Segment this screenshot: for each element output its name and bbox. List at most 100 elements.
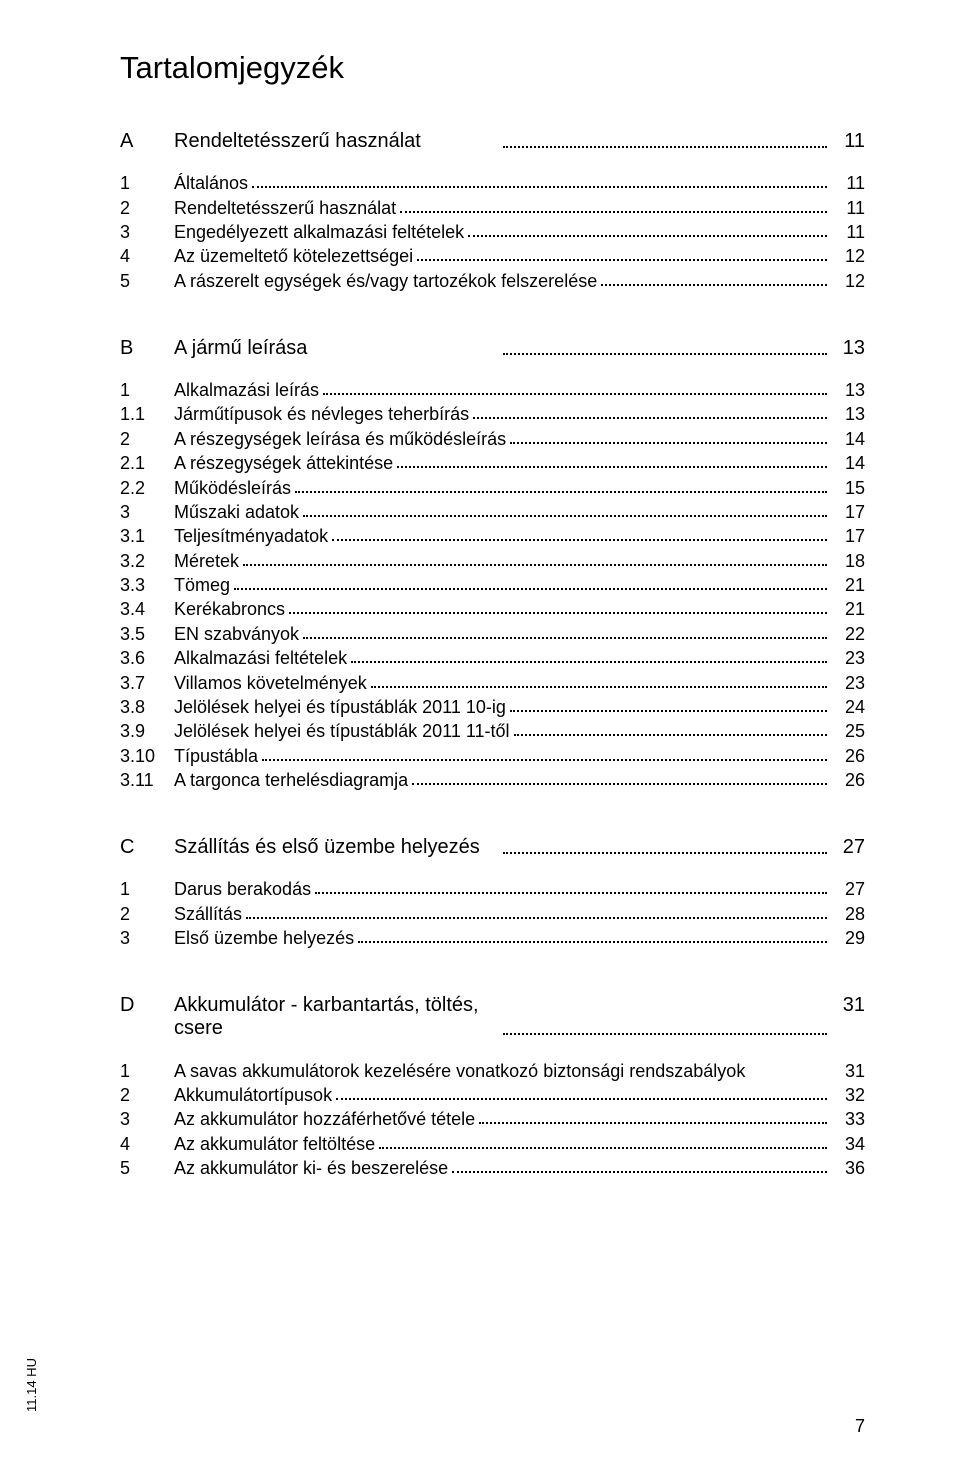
toc-entry-label: Villamos követelmények: [174, 674, 367, 692]
toc-row: 3.4Kerékabroncs21: [120, 597, 865, 621]
toc-row: 4Az üzemeltető kötelezettségei12: [120, 244, 865, 268]
leader-dots: [397, 466, 827, 468]
section-heading: BA jármű leírása13: [120, 337, 865, 360]
toc-entry-page: 11: [831, 199, 865, 217]
toc-entry-number: 4: [120, 1135, 174, 1153]
toc-entry-number: 2: [120, 199, 174, 217]
toc-entry-number: 5: [120, 272, 174, 290]
section-title: Szállítás és első üzembe helyezés: [174, 836, 499, 859]
toc-entry-label: Jelölések helyei és típustáblák 2011 11-…: [174, 722, 510, 740]
section-heading: ARendeltetésszerű használat11: [120, 130, 865, 153]
toc-row: 5A rászerelt egységek és/vagy tartozékok…: [120, 269, 865, 293]
section-letter: C: [120, 836, 174, 859]
side-label: 11.14 HU: [24, 1358, 39, 1412]
toc-entry-page: 14: [831, 454, 865, 472]
toc-row: 3Műszaki adatok17: [120, 500, 865, 524]
toc-row: 3.1Teljesítményadatok17: [120, 524, 865, 548]
toc-entry-page: 24: [831, 698, 865, 716]
leader-dots: [371, 686, 827, 688]
toc-entry-label: A savas akkumulátorok kezelésére vonatko…: [174, 1062, 745, 1080]
leader-dots: [234, 588, 827, 590]
toc-entry-label: Teljesítményadatok: [174, 527, 328, 545]
toc-entry-label: Járműtípusok és névleges teherbírás: [174, 405, 469, 423]
toc-entry-number: 3.9: [120, 722, 174, 740]
toc-entry-label: Tömeg: [174, 576, 230, 594]
toc-entry-page: 32: [831, 1086, 865, 1104]
toc-entry-page: 22: [831, 625, 865, 643]
toc-entry-label: Alkalmazási leírás: [174, 381, 319, 399]
leader-dots: [332, 539, 827, 541]
toc-list: 1Általános112Rendeltetésszerű használat1…: [120, 171, 865, 293]
toc-entry-page: 12: [831, 272, 865, 290]
leader-dots: [303, 515, 827, 517]
toc-entry-page: 26: [831, 747, 865, 765]
leader-dots: [479, 1122, 827, 1124]
section-page: 27: [831, 836, 865, 859]
toc-entry-page: 17: [831, 503, 865, 521]
toc-entry-page: 36: [831, 1159, 865, 1177]
leader-dots: [336, 1098, 827, 1100]
toc-entry-label: Kerékabroncs: [174, 600, 285, 618]
toc-entry-number: 2.1: [120, 454, 174, 472]
toc-entry-number: 3.7: [120, 674, 174, 692]
toc-entry-page: 28: [831, 905, 865, 923]
toc-row: 3.7Villamos követelmények23: [120, 670, 865, 694]
section-letter: D: [120, 994, 174, 1040]
toc-entry-page: 31: [831, 1062, 865, 1080]
toc-entry-label: Darus berakodás: [174, 880, 311, 898]
toc-entry-page: 18: [831, 552, 865, 570]
toc-entry-page: 34: [831, 1135, 865, 1153]
toc-list: 1Alkalmazási leírás 13 1.1Járműtípusok és …: [120, 378, 865, 792]
section-page: 31: [831, 994, 865, 1040]
leader-dots: [243, 564, 827, 566]
toc-entry-number: 3.3: [120, 576, 174, 594]
toc-entry-label: Az akkumulátor ki- és beszerelése: [174, 1159, 448, 1177]
toc-entry-page: 23: [831, 649, 865, 667]
toc-entry-label: Típustábla: [174, 747, 258, 765]
leader-dots: [503, 130, 828, 148]
leader-dots: [323, 393, 827, 395]
toc-entry-page: 14: [831, 430, 865, 448]
section-letter: A: [120, 130, 174, 153]
toc-entry-page: 26: [831, 771, 865, 789]
toc-entry-label: Rendeltetésszerű használat: [174, 199, 396, 217]
leader-dots: [417, 259, 827, 261]
leader-dots: [510, 710, 827, 712]
toc-entry-number: 1: [120, 381, 174, 399]
leader-dots: [246, 917, 827, 919]
toc-entry-label: A targonca terhelésdiagramja: [174, 771, 408, 789]
toc-row: 3.6Alkalmazási feltételek23: [120, 646, 865, 670]
leader-dots: [503, 836, 828, 854]
toc-entry-label: EN szabványok: [174, 625, 299, 643]
toc-row: 3.8Jelölések helyei és típustáblák 2011 …: [120, 695, 865, 719]
section-page: 13: [831, 337, 865, 360]
toc-entry-number: 3.1: [120, 527, 174, 545]
toc-entry-number: 2: [120, 905, 174, 923]
toc-entry-number: 1.1: [120, 405, 174, 423]
leader-dots: [315, 892, 827, 894]
toc-row: 3Első üzembe helyezés29: [120, 926, 865, 950]
toc-row: 2A részegységek leírása és működésleírás…: [120, 427, 865, 451]
section-title: Akkumulátor - karbantartás, töltés, cser…: [174, 994, 499, 1040]
page-number: 7: [855, 1416, 865, 1437]
toc-entry-number: 3.11: [120, 771, 174, 789]
toc-entry-number: 3.4: [120, 600, 174, 618]
toc-entry-page: 13: [831, 405, 865, 423]
leader-dots: [473, 417, 827, 419]
toc-row: 3.9Jelölések helyei és típustáblák 2011 …: [120, 719, 865, 743]
toc-entry-label: Alkalmazási feltételek: [174, 649, 347, 667]
toc-entry-page: 13: [831, 381, 865, 399]
toc-row: 2.2Működésleírás15: [120, 475, 865, 499]
toc-entry-page: 15: [831, 479, 865, 497]
leader-dots: [503, 994, 828, 1035]
section-heading: CSzállítás és első üzembe helyezés 27: [120, 836, 865, 859]
toc-entry-number: 3: [120, 1110, 174, 1128]
toc-row: 2.1A részegységek áttekintése 14: [120, 451, 865, 475]
toc-entry-label: A részegységek áttekintése: [174, 454, 393, 472]
toc-entry-page: 21: [831, 576, 865, 594]
toc-list: 1A savas akkumulátorok kezelésére vonatk…: [120, 1058, 865, 1180]
toc-entry-number: 2: [120, 1086, 174, 1104]
toc-row: 2Akkumulátortípusok32: [120, 1083, 865, 1107]
toc-entry-page: 25: [831, 722, 865, 740]
page: Tartalomjegyzék ARendeltetésszerű haszná…: [0, 0, 960, 1476]
